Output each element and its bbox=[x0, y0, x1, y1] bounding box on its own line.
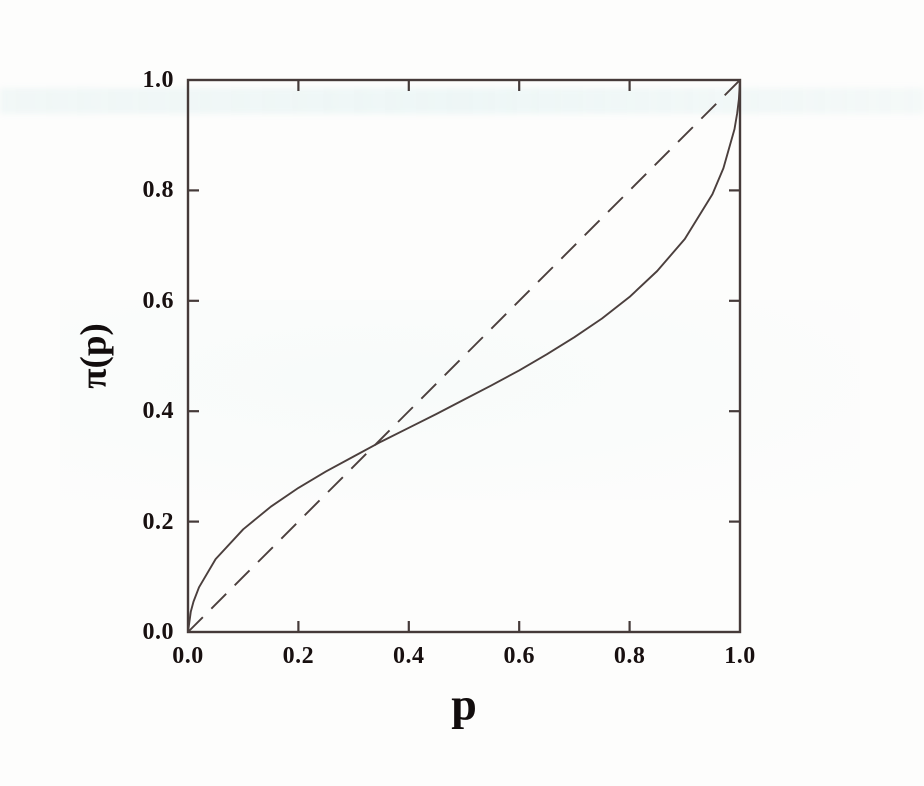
y-tick-label-0.0: 0.0 bbox=[142, 619, 174, 645]
x-tick-label-0.4: 0.4 bbox=[393, 643, 425, 669]
probability-weighting-curve-solid-line bbox=[187, 79, 741, 633]
y-tick-label-0.8: 0.8 bbox=[142, 177, 174, 204]
x-tick-label-0.6: 0.6 bbox=[503, 643, 535, 669]
axes-box bbox=[186, 78, 742, 634]
y-tick-label-0.6: 0.6 bbox=[142, 287, 174, 314]
x-tick-label-0.0: 0.0 bbox=[172, 643, 204, 669]
identity-diagonal-dashed-line bbox=[187, 79, 741, 633]
x-tick-label-1.0: 1.0 bbox=[724, 643, 756, 669]
x-axis-label: p bbox=[451, 678, 477, 730]
y-tick-label-0.2: 0.2 bbox=[142, 508, 174, 535]
x-tick-label-0.2: 0.2 bbox=[282, 643, 315, 669]
y-axis-label: π(p) bbox=[73, 323, 115, 389]
y-tick-label-1.0: 1.0 bbox=[142, 67, 174, 93]
y-tick-label-0.4: 0.4 bbox=[142, 398, 174, 425]
x-tick-label-0.8: 0.8 bbox=[613, 643, 646, 669]
